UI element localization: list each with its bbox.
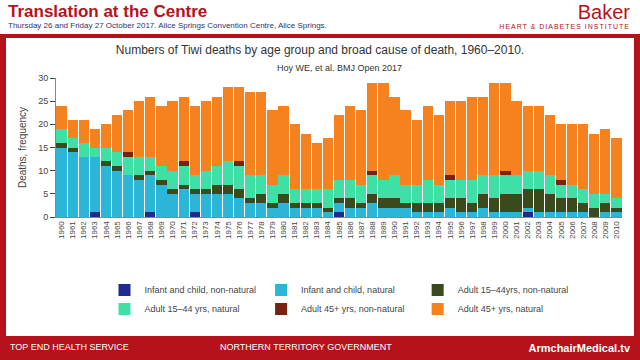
svg-text:Adult 15–44yrs, non-natural: Adult 15–44yrs, non-natural bbox=[458, 285, 569, 295]
svg-text:1997: 1997 bbox=[468, 221, 477, 239]
svg-text:1999: 1999 bbox=[490, 221, 499, 239]
svg-text:1967: 1967 bbox=[135, 221, 144, 239]
svg-text:1993: 1993 bbox=[423, 221, 432, 239]
svg-text:2007: 2007 bbox=[579, 221, 588, 239]
svg-text:25: 25 bbox=[38, 96, 48, 106]
svg-text:1977: 1977 bbox=[246, 221, 255, 239]
svg-text:1980: 1980 bbox=[279, 221, 288, 239]
svg-text:1965: 1965 bbox=[113, 221, 122, 239]
svg-text:1998: 1998 bbox=[479, 221, 488, 239]
svg-text:5: 5 bbox=[43, 189, 48, 199]
svg-text:1960: 1960 bbox=[57, 221, 66, 239]
svg-text:Infant and child, natural: Infant and child, natural bbox=[301, 285, 395, 295]
svg-text:2000: 2000 bbox=[501, 221, 510, 239]
svg-text:2002: 2002 bbox=[523, 221, 532, 239]
svg-text:Adult 45+ yrs, non-natural: Adult 45+ yrs, non-natural bbox=[301, 304, 404, 314]
html-text:NORTHERN TERRITORY GOVERNMENT: NORTHERN TERRITORY GOVERNMENT bbox=[220, 342, 392, 352]
svg-text:2006: 2006 bbox=[568, 221, 577, 239]
svg-text:30: 30 bbox=[38, 73, 48, 83]
svg-text:15: 15 bbox=[38, 143, 48, 153]
svg-text:1962: 1962 bbox=[79, 221, 88, 239]
svg-text:1968: 1968 bbox=[146, 221, 155, 239]
svg-text:1981: 1981 bbox=[290, 221, 299, 239]
svg-text:1978: 1978 bbox=[257, 221, 266, 239]
html-text:Baker: Baker bbox=[577, 1, 630, 23]
svg-text:Infant and child, non-natural: Infant and child, non-natural bbox=[145, 285, 257, 295]
svg-text:1964: 1964 bbox=[102, 221, 111, 239]
svg-text:2001: 2001 bbox=[512, 221, 521, 239]
svg-text:1966: 1966 bbox=[124, 221, 133, 239]
svg-text:1983: 1983 bbox=[312, 221, 321, 239]
svg-text:1995: 1995 bbox=[446, 221, 455, 239]
svg-text:1975: 1975 bbox=[224, 221, 233, 239]
svg-text:1987: 1987 bbox=[357, 221, 366, 239]
svg-text:1988: 1988 bbox=[368, 221, 377, 239]
html-text:TOP END HEALTH SERVICE: TOP END HEALTH SERVICE bbox=[10, 342, 129, 352]
svg-text:10: 10 bbox=[38, 166, 48, 176]
svg-text:Adult 45+ yrs, natural: Adult 45+ yrs, natural bbox=[458, 304, 543, 314]
svg-text:1992: 1992 bbox=[412, 221, 421, 239]
svg-text:1989: 1989 bbox=[379, 221, 388, 239]
svg-text:1961: 1961 bbox=[68, 221, 77, 239]
svg-text:2004: 2004 bbox=[545, 221, 554, 239]
svg-text:1963: 1963 bbox=[90, 221, 99, 239]
svg-text:2005: 2005 bbox=[557, 221, 566, 239]
svg-text:1982: 1982 bbox=[301, 221, 310, 239]
svg-text:Hoy WE, et al. BMJ Open 2017: Hoy WE, et al. BMJ Open 2017 bbox=[277, 63, 402, 73]
svg-text:1984: 1984 bbox=[324, 221, 333, 239]
svg-text:Deaths, frequency: Deaths, frequency bbox=[17, 107, 28, 188]
svg-text:1994: 1994 bbox=[434, 221, 443, 239]
svg-text:1985: 1985 bbox=[335, 221, 344, 239]
svg-text:1986: 1986 bbox=[346, 221, 355, 239]
svg-text:2009: 2009 bbox=[601, 221, 610, 239]
svg-text:20: 20 bbox=[38, 119, 48, 129]
html-text:Thursday 26 and Friday 27 Octo: Thursday 26 and Friday 27 October 2017. … bbox=[8, 21, 327, 30]
svg-text:Adult 15–44 yrs, natural: Adult 15–44 yrs, natural bbox=[145, 304, 240, 314]
svg-text:1972: 1972 bbox=[190, 221, 199, 239]
svg-text:2008: 2008 bbox=[590, 221, 599, 239]
html-text:Translation at the Centre: Translation at the Centre bbox=[8, 2, 208, 21]
svg-text:1969: 1969 bbox=[157, 221, 166, 239]
svg-text:1991: 1991 bbox=[401, 221, 410, 239]
svg-text:1971: 1971 bbox=[179, 221, 188, 239]
svg-text:1970: 1970 bbox=[168, 221, 177, 239]
svg-text:2003: 2003 bbox=[534, 221, 543, 239]
svg-text:1990: 1990 bbox=[390, 221, 399, 239]
html-text:ArmchairMedical.tv: ArmchairMedical.tv bbox=[528, 342, 630, 354]
svg-text:1996: 1996 bbox=[457, 221, 466, 239]
svg-text:1979: 1979 bbox=[268, 221, 277, 239]
svg-text:0: 0 bbox=[43, 212, 48, 222]
svg-text:Numbers of Tiwi deaths by age: Numbers of Tiwi deaths by age group and … bbox=[116, 43, 524, 57]
svg-text:1976: 1976 bbox=[235, 221, 244, 239]
svg-text:1974: 1974 bbox=[213, 221, 222, 239]
svg-text:2010: 2010 bbox=[612, 221, 621, 239]
svg-text:1973: 1973 bbox=[201, 221, 210, 239]
html-text:HEART & DIABETES INSTITUTE: HEART & DIABETES INSTITUTE bbox=[499, 23, 630, 30]
